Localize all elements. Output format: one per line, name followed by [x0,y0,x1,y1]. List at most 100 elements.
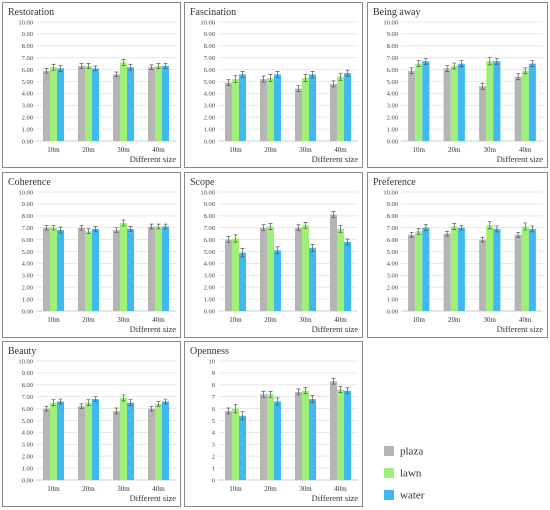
chart-svg-fascination: Fascination 0.00 1.00 2.00 3.00 4.00 5.00 6.00 7… [190,7,358,164]
y-tick-label: 6 [212,406,216,413]
y-tick-label: 3 [212,442,215,449]
bar-plaza-20m [78,66,85,141]
y-tick-label: 4.00 [22,91,33,98]
error-bar-plaza-20m [79,63,84,69]
bar-water-40m [162,226,169,311]
chart-panel-being-away: Being away 0.00 1.00 2.00 3.00 4.00 5.00 6.00 7.… [367,2,548,168]
error-bar-lawn-40m [338,224,343,233]
error-bar-water-20m [459,60,464,67]
error-bar-water-40m [163,398,168,405]
x-tick-label: 30m [299,146,312,154]
x-tick-label: 30m [299,316,312,324]
y-tick-label: 4.00 [387,91,398,98]
bar-lawn-30m [302,390,309,480]
error-bar-water-40m [530,225,535,233]
x-tick-label: 20m [82,485,95,493]
bar-plaza-40m [148,408,155,480]
bar-lawn-40m [155,226,162,311]
bar-water-20m [457,227,465,311]
chart-panel-scope: Scope 0.00 1.00 2.00 3.00 4.00 5.00 6.00 7.00 8.0… [184,172,363,338]
error-bar-plaza-40m [331,377,336,385]
bar-water-10m [239,252,246,311]
y-tick-label: 9.00 [22,201,33,208]
y-tick-label: 2.00 [387,285,398,292]
bar-plaza-10m [408,234,416,311]
y-tick-label: 4.00 [22,261,33,268]
error-bar-lawn-20m [452,62,457,70]
y-tick-label: 8.00 [22,213,33,220]
bar-plaza-30m [479,239,487,311]
error-bar-water-20m [93,396,98,402]
y-tick-label: 2 [212,454,215,461]
error-bar-water-10m [58,226,63,234]
x-tick-label: 40m [152,146,165,154]
y-tick-label: 5 [212,418,215,425]
chart-title: Scope [190,177,215,188]
x-tick-label: 20m [264,316,277,324]
chart-svg-openness: Openness 0 1 2 3 4 5 6 7 8 9 10 10m 20m 30m 40mDifferen… [190,346,358,503]
bar-lawn-20m [450,66,458,141]
error-bar-water-40m [345,69,350,77]
bar-water-10m [422,61,430,141]
bar-plaza-10m [225,410,232,480]
x-tick-label: 30m [299,485,312,493]
x-tick-label: 10m [413,146,426,154]
error-bar-lawn-30m [303,221,308,229]
y-tick-label: 4.00 [204,91,215,98]
error-bar-plaza-30m [480,236,485,243]
bar-plaza-40m [148,67,155,141]
y-tick-label: 2.00 [387,115,398,122]
bar-plaza-10m [225,239,232,311]
bar-water-10m [57,230,64,311]
legend-item-water: water [384,488,424,502]
error-bar-lawn-20m [86,399,91,406]
bar-water-20m [274,401,281,480]
y-tick-label: 5.00 [387,249,398,256]
legend-label-lawn: lawn [400,467,422,480]
y-tick-label: 8.00 [387,43,398,50]
error-bar-water-10m [240,71,245,78]
y-tick-label: 1.00 [387,296,398,303]
chart-svg-preference: Preference 0.00 1.00 2.00 3.00 4.00 5.00 6.00 7.… [373,177,544,334]
y-tick-label: 3.00 [204,273,215,280]
x-axis-label: Different size [130,493,177,503]
error-bar-plaza-20m [445,230,450,237]
bar-lawn-20m [85,231,92,311]
bar-lawn-20m [267,394,274,480]
error-bar-plaza-10m [226,236,231,243]
legend-swatch-lawn [384,468,394,479]
error-bar-water-20m [275,71,280,78]
x-axis-label: Different size [497,324,544,334]
bar-plaza-20m [443,233,451,311]
error-bar-lawn-40m [338,72,343,81]
bar-lawn-40m [521,70,529,141]
bar-water-10m [239,415,246,480]
x-tick-label: 30m [484,316,497,324]
error-bar-plaza-40m [149,223,154,230]
y-tick-label: 3.00 [22,442,33,449]
x-tick-label: 10m [47,146,60,154]
y-tick-label: 10.00 [18,189,33,196]
error-bar-plaza-20m [261,224,266,232]
y-tick-label: 7.00 [387,225,398,232]
y-tick-label: 6.00 [387,67,398,74]
chart-title: Restoration [8,7,54,18]
bar-plaza-40m [148,226,155,311]
chart-title: Openness [190,346,229,357]
x-tick-label: 30m [117,146,130,154]
error-bar-plaza-10m [44,405,49,412]
y-tick-label: 3.00 [22,103,33,110]
error-bar-plaza-30m [296,388,301,396]
bar-water-40m [528,228,536,311]
error-bar-lawn-20m [268,74,273,82]
error-bar-lawn-10m [51,63,56,71]
bar-lawn-40m [337,389,344,480]
legend-item-lawn: lawn [384,466,421,480]
bar-plaza-10m [408,70,416,141]
y-tick-label: 2.00 [204,285,215,292]
y-tick-label: 8.00 [204,43,215,50]
y-tick-label: 1 [212,465,215,472]
bar-plaza-40m [330,214,337,311]
error-bar-water-10m [423,224,428,232]
chart-svg-beauty: Beauty 0.00 1.00 2.00 3.00 4.00 5.00 6.00 7.00 8.… [8,346,177,503]
